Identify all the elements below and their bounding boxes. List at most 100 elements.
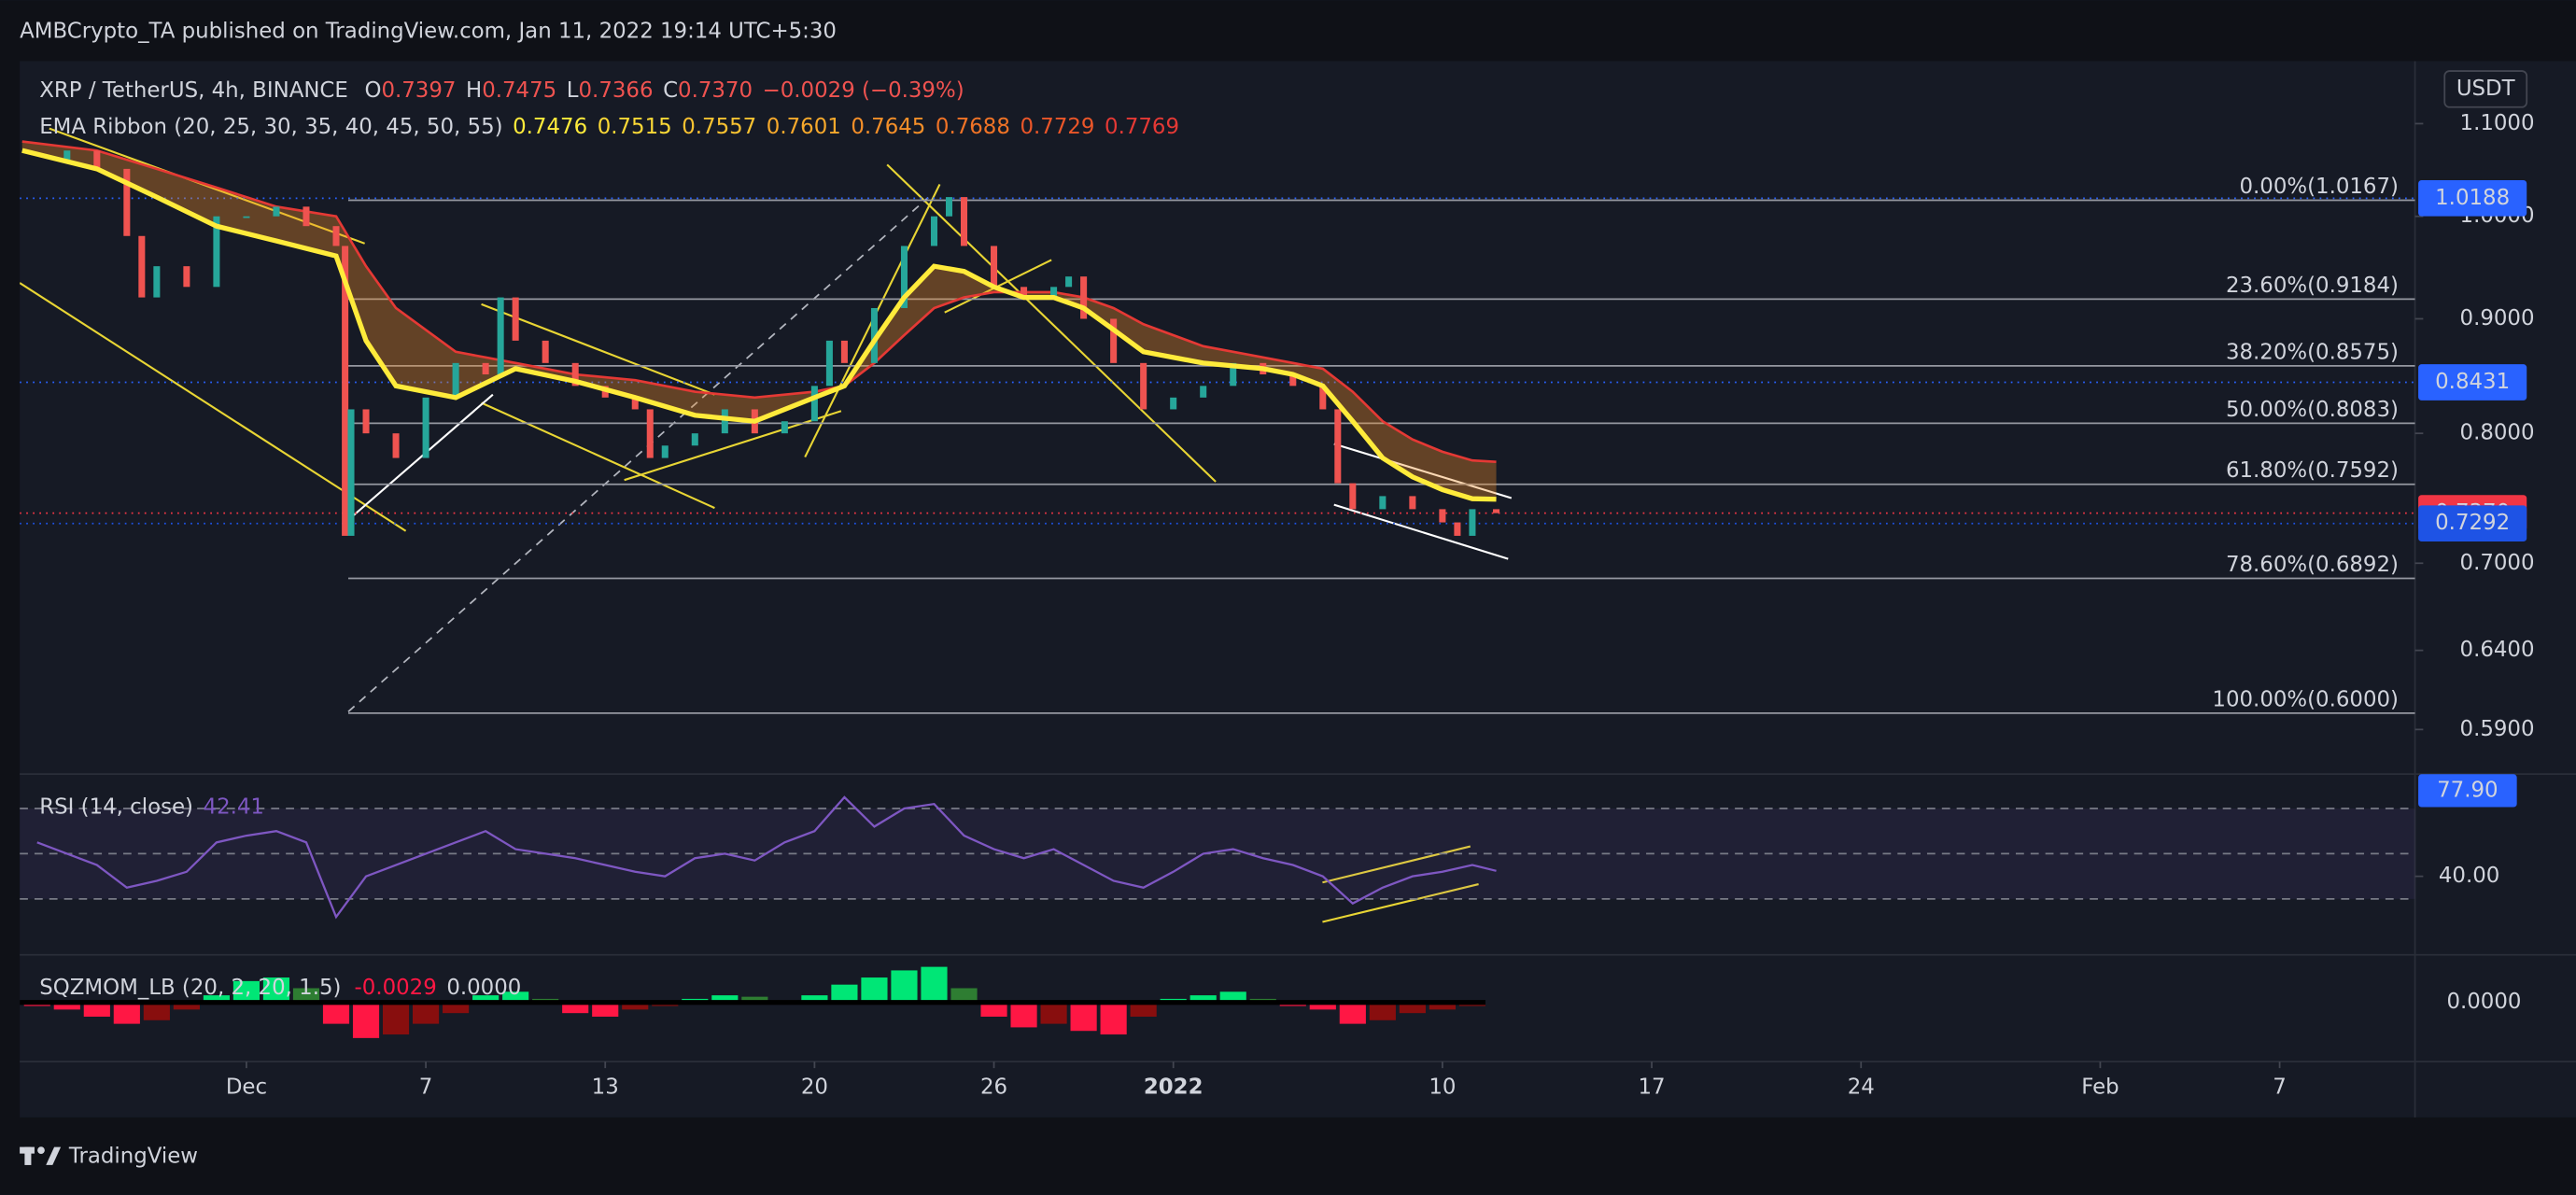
- ema-fast: [21, 148, 1497, 502]
- ema-value: 0.7729: [1020, 114, 1094, 138]
- fib-label: 23.60%(0.9184): [2226, 274, 2399, 298]
- change: −0.0029 (−0.39%): [763, 78, 964, 103]
- trendline: [1322, 883, 1479, 923]
- momentum-bar: [980, 1002, 1007, 1017]
- momentum-bar: [891, 970, 918, 1003]
- momentum-bar: [173, 1002, 200, 1010]
- trendline: [481, 401, 715, 510]
- candle: [542, 340, 549, 363]
- x-tick-label: 20: [801, 1076, 828, 1100]
- rsi-pane: [20, 795, 2415, 920]
- candle: [243, 216, 250, 218]
- candle: [1050, 287, 1058, 298]
- candle: [332, 226, 340, 246]
- fib-label: 61.80%(0.7592): [2226, 458, 2399, 483]
- candle: [721, 409, 728, 434]
- ema-value: 0.7557: [682, 114, 756, 138]
- price-badge-label: 0.8431: [2435, 370, 2510, 394]
- momentum-bar: [1369, 1002, 1396, 1020]
- ema-ribbon-fill: [21, 141, 1497, 499]
- momentum-bar: [203, 995, 230, 1003]
- tradingview-logo: [20, 1146, 62, 1165]
- chart-area: [20, 61, 2576, 1118]
- momentum-bar: [592, 1002, 619, 1017]
- fib-label: 0.00%(1.0167): [2240, 175, 2399, 199]
- candle: [497, 297, 504, 375]
- y-tick-label: 40.00: [2439, 864, 2499, 888]
- momentum-bar: [1040, 1002, 1067, 1024]
- ema-value: 0.7769: [1105, 114, 1179, 138]
- momentum-bar: [1070, 1002, 1097, 1032]
- fib-label: 38.20%(0.8575): [2226, 340, 2399, 364]
- squeeze-legend: SQZMOM_LB (20, 2, 20, 1.5) -0.0029 0.0000: [39, 975, 521, 999]
- momentum-bar: [113, 1002, 140, 1024]
- candle: [422, 397, 429, 458]
- x-tick-label: 7: [2273, 1076, 2287, 1100]
- ohlc-key: H: [466, 78, 482, 103]
- squeeze-current: 0.0000: [446, 975, 521, 999]
- rsi-line: [36, 795, 1497, 920]
- y-tick-label: 0.0000: [2446, 990, 2521, 1014]
- trendline: [49, 127, 365, 245]
- momentum-bar: [322, 1002, 350, 1024]
- candle: [1021, 287, 1028, 298]
- x-tick-label: 24: [1848, 1076, 1875, 1100]
- candle: [93, 150, 101, 169]
- momentum-bar: [143, 1002, 170, 1020]
- rsi-current: 42.41: [204, 794, 264, 819]
- candle: [482, 362, 489, 375]
- candle: [661, 445, 669, 458]
- momentum-bar: [53, 1002, 80, 1010]
- momentum-bar: [1309, 1002, 1336, 1010]
- momentum-bar: [443, 1002, 470, 1014]
- candle: [991, 246, 998, 288]
- candle: [1200, 386, 1207, 398]
- ema-value: 0.7688: [936, 114, 1010, 138]
- momentum-bar: [562, 1002, 589, 1014]
- candle: [452, 362, 459, 398]
- fib-label: 50.00%(0.8083): [2226, 398, 2399, 422]
- x-tick-label: 2022: [1144, 1076, 1204, 1100]
- rsi-legend: RSI (14, close) 42.41: [39, 794, 264, 819]
- candle: [1409, 496, 1416, 510]
- y-tick-label: 1.1000: [2460, 111, 2535, 135]
- trendline: [1333, 503, 1509, 560]
- x-tick-label: Dec: [226, 1076, 267, 1100]
- squeeze-label: SQZMOM_LB (20, 2, 20, 1.5): [39, 975, 341, 999]
- main-pane: 0.00%(1.0167) 23.60%(0.9184) 38.20%(0.8575…: [20, 140, 2415, 714]
- x-tick-label: 26: [980, 1076, 1007, 1100]
- candle: [571, 362, 579, 387]
- candle: [512, 297, 519, 341]
- candle: [1454, 522, 1461, 536]
- currency-label: USDT: [2456, 77, 2516, 101]
- momentum-bar: [352, 1002, 380, 1038]
- candle: [303, 206, 310, 227]
- x-tick-label: 17: [1639, 1076, 1666, 1100]
- rsi-badge-label: 77.90: [2437, 778, 2498, 802]
- candle: [691, 433, 698, 446]
- x-tick-label: 13: [592, 1076, 619, 1100]
- momentum-bar: [921, 966, 948, 1003]
- ema-slow: [21, 140, 1497, 464]
- candle: [1469, 509, 1476, 536]
- fib-anchor-line: [347, 196, 929, 712]
- candle: [1439, 509, 1446, 523]
- momentum-bar: [1219, 991, 1246, 1003]
- candle: [123, 168, 131, 236]
- candle: [183, 266, 190, 288]
- candle: [1334, 409, 1342, 484]
- x-tick-label: 7: [419, 1076, 433, 1100]
- trendline: [1322, 845, 1471, 884]
- momentum-bar: [831, 984, 858, 1003]
- ohlc-value: 0.7475: [482, 78, 556, 103]
- y-tick-label: 0.7000: [2460, 551, 2535, 575]
- candle: [63, 150, 71, 161]
- momentum-bar: [801, 995, 828, 1003]
- candle: [840, 340, 848, 363]
- ohlc-key: O: [364, 78, 381, 103]
- candle: [347, 409, 355, 536]
- candle: [1080, 276, 1088, 319]
- x-tick-label: 10: [1429, 1076, 1456, 1100]
